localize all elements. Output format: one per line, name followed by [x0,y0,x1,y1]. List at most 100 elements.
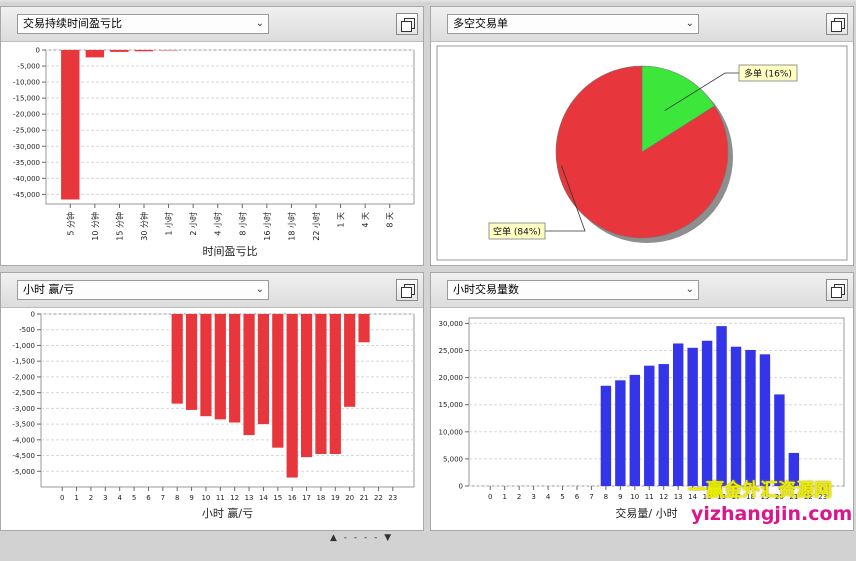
x-tick-label: 23 [818,493,827,501]
x-tick-label: 14 [259,494,268,502]
copy-window-button[interactable] [396,279,418,301]
y-tick-label: 5,000 [443,455,463,463]
long-short-pie-chart: 多单 (16%) 空单 (84%) [436,45,848,261]
x-tick-label: 8 [604,493,608,501]
x-tick-label: 11 [645,493,654,501]
y-tick-label: -5,000 [12,468,35,476]
x-tick-label: 20 [775,493,784,501]
x-tick-label: 17 [732,493,741,501]
x-tick-label: 15 分钟 [114,212,124,241]
y-tick-label: 10,000 [439,428,464,436]
copy-window-button[interactable] [826,13,848,35]
bar [644,365,655,486]
dropdown-value: 小时交易量数 [453,283,519,296]
bar [600,385,612,486]
dropdown-value: 交易持续时间盈亏比 [23,17,122,30]
x-tick-label: 17 [302,494,311,502]
x-tick-label: 10 [201,494,210,502]
x-tick-label: 4 天 [361,212,370,228]
x-tick-label: 10 [630,493,639,501]
y-tick-label: -3,500 [12,421,35,429]
bar [85,50,105,58]
bar [745,349,756,486]
bar [272,314,284,448]
bar [788,452,800,486]
x-tick-label: 15 [273,494,282,502]
panel-toolbar: 小时交易量数 ⌄ [431,273,853,308]
x-tick-label: 5 [560,493,564,501]
bar [61,50,80,200]
x-tick-label: 13 [245,494,254,502]
bar [286,314,298,478]
y-tick-label: -5,000 [17,63,40,71]
x-tick-label: 4 小时 [213,212,223,236]
y-tick-label: -35,000 [13,159,40,167]
bar [658,364,669,486]
x-tick-label: 14 [688,493,697,501]
copy-window-button[interactable] [826,279,848,301]
x-tick-label: 4 [117,494,122,502]
chart-type-dropdown[interactable]: 小时交易量数 ⌄ [447,280,699,300]
chart-type-dropdown[interactable]: 小时 赢/亏 ⌄ [17,280,269,300]
y-tick-label: -25,000 [13,127,40,135]
pie-label-box [488,222,546,240]
x-axis-label: 交易量/ 小时 [615,506,677,520]
y-tick-label: -30,000 [13,143,40,151]
y-tick-label: 30,000 [439,320,464,328]
y-tick-label: 0 [31,311,35,319]
x-tick-label: 30 分钟 [139,212,149,241]
copy-window-button[interactable] [396,13,418,35]
x-tick-label: 20 [345,494,354,502]
y-tick-label: -2,500 [12,389,35,397]
bar [243,314,255,436]
panel-toolbar: 多空交易单 ⌄ [431,7,853,42]
bar [329,314,341,454]
window-top-edge [0,0,856,4]
chevron-down-icon: ⌄ [255,284,264,295]
bar [315,314,327,454]
x-tick-label: 22 [804,493,813,501]
x-tick-label: 2 [517,493,521,501]
bar [358,314,370,343]
x-tick-label: 6 [575,493,580,501]
x-tick-label: 10 分钟 [90,212,100,241]
chart-type-dropdown[interactable]: 多空交易单 ⌄ [447,14,699,34]
x-tick-label: 12 [230,494,239,502]
bar [701,340,713,486]
x-tick-label: 8 [175,494,179,502]
x-tick-label: 9 [189,494,193,502]
y-tick-label: -3,000 [12,405,35,413]
dropdown-value: 小时 赢/亏 [23,283,75,296]
x-tick-label: 11 [216,494,225,502]
chart-type-dropdown[interactable]: 交易持续时间盈亏比 ⌄ [17,14,269,34]
x-tick-label: 2 [89,494,93,502]
panel-resize-handle[interactable]: ▲ - - - - ▼ [330,533,394,543]
bar [229,314,241,423]
x-tick-label: 7 [589,493,593,501]
x-tick-label: 18 [316,494,325,502]
bar [629,374,641,486]
x-tick-label: 22 小时 [311,212,321,241]
panel-toolbar: 小时 赢/亏 ⌄ [1,273,423,308]
bar [171,314,183,404]
bar [214,314,226,420]
bottom-splitter-bar [0,531,856,561]
y-tick-label: -2,000 [12,373,35,381]
chevron-down-icon: ⌄ [685,284,694,295]
hourly-volume-chart-panel: 小时交易量数 ⌄ 0 5,000 10,000 15,000 20,000 25,000 3… [430,272,854,531]
bar [759,354,771,486]
y-tick-label: 0 [459,483,463,491]
x-tick-label: 22 [374,494,383,502]
x-tick-label: 18 [746,493,755,501]
y-tick-label: -20,000 [13,111,40,119]
duration-chart: 0 -5,000 -10,000 -15,000 -20,000 -25,000 -30,0… [13,47,415,258]
y-tick-label: 15,000 [439,401,464,409]
dropdown-value: 多空交易单 [453,17,508,30]
x-tick-label: 1 [74,494,78,502]
y-tick-label: -10,000 [13,79,40,87]
y-tick-label: 0 [36,47,40,55]
bar [344,314,356,407]
y-tick-label: -4,500 [12,452,35,460]
x-tick-label: 6 [146,494,151,502]
